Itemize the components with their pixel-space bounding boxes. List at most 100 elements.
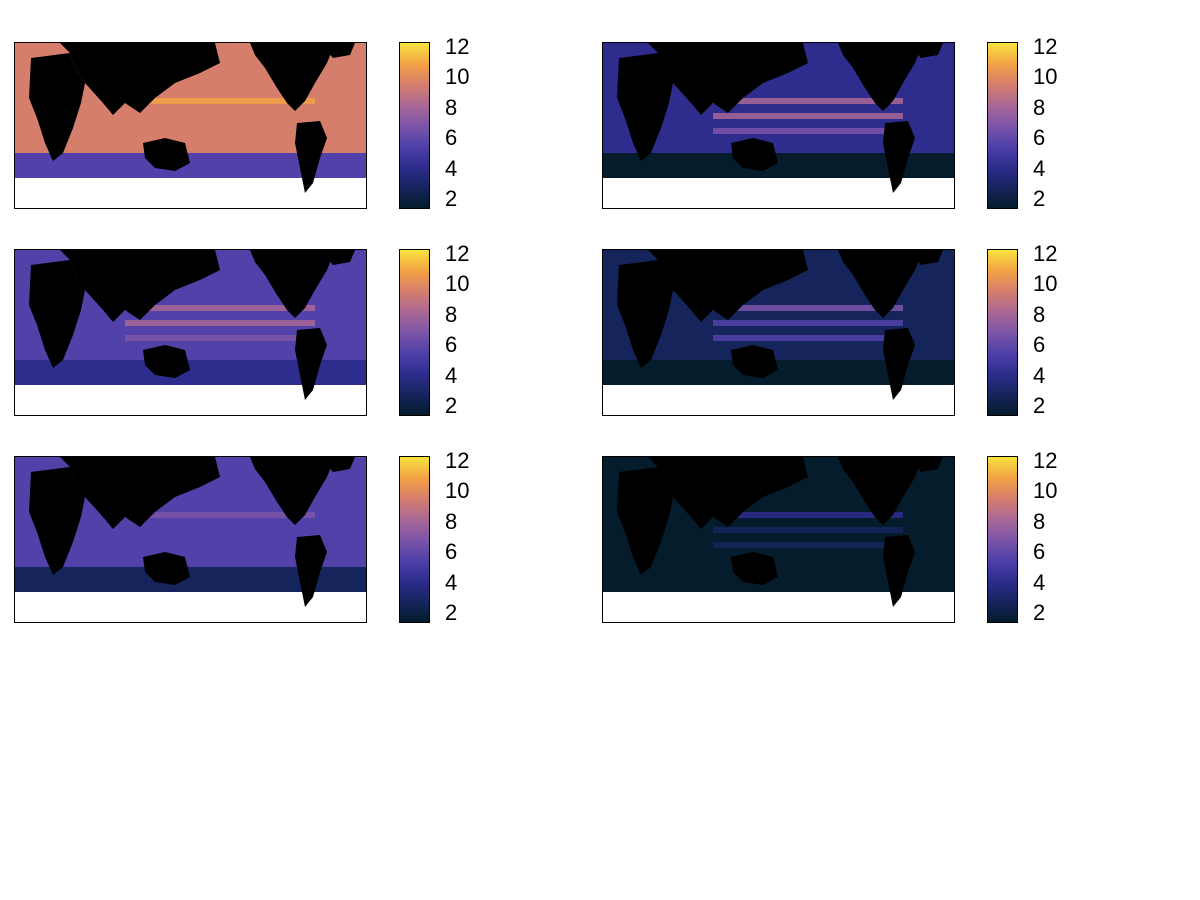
equatorial-band <box>713 98 903 104</box>
landmass <box>617 467 673 575</box>
equatorial-band <box>125 320 315 326</box>
landmass <box>731 345 778 378</box>
landmass <box>250 457 335 525</box>
colorbar-tick-label: 10 <box>1033 64 1058 89</box>
landmass <box>908 43 943 58</box>
antarctica <box>15 612 366 622</box>
map-svg <box>603 250 954 415</box>
antarctica <box>603 612 954 622</box>
map-svg <box>15 43 366 208</box>
equatorial-band <box>713 128 903 134</box>
colorbar-tick-label: 10 <box>445 271 470 296</box>
equatorial-band <box>713 542 903 548</box>
antarctica <box>15 198 366 208</box>
landmass <box>320 250 355 265</box>
map-panel-5 <box>14 456 367 623</box>
colorbar-tick-label: 2 <box>1033 393 1046 418</box>
landmass <box>908 457 943 472</box>
colorbar <box>399 456 430 623</box>
landmass <box>250 250 335 318</box>
landmass <box>731 138 778 171</box>
colorbar-tick-label: 6 <box>445 539 458 564</box>
colorbar-tick-label: 8 <box>1033 95 1046 120</box>
colorbar-tick-label: 4 <box>1033 570 1046 595</box>
map-panel-6 <box>602 456 955 623</box>
colorbar <box>987 249 1018 416</box>
landmass <box>648 43 808 115</box>
landmass <box>143 345 190 378</box>
equatorial-band <box>125 98 315 104</box>
equatorial-band <box>125 305 315 311</box>
colorbar-tick-label: 4 <box>1033 363 1046 388</box>
equatorial-band <box>125 512 315 518</box>
map-panel-1 <box>14 42 367 209</box>
landmass <box>731 552 778 585</box>
antarctica <box>603 198 954 208</box>
landmass <box>60 457 220 529</box>
colorbar-tick-label: 2 <box>1033 600 1046 625</box>
equatorial-band <box>713 305 903 311</box>
colorbar-tick-label: 12 <box>445 448 470 473</box>
equatorial-band <box>713 335 903 341</box>
colorbar-tick-label: 8 <box>445 302 458 327</box>
antarctica <box>603 405 954 415</box>
colorbar-tick-label: 10 <box>1033 271 1058 296</box>
landmass <box>60 250 220 322</box>
map-svg <box>603 43 954 208</box>
landmass <box>320 43 355 58</box>
landmass <box>320 457 355 472</box>
landmass <box>250 43 335 111</box>
landmass <box>29 260 85 368</box>
colorbar-tick-label: 2 <box>445 600 458 625</box>
colorbar-tick-label: 10 <box>445 478 470 503</box>
colorbar-tick-label: 12 <box>445 241 470 266</box>
landmass <box>617 260 673 368</box>
map-panel-4 <box>602 249 955 416</box>
equatorial-band <box>713 113 903 119</box>
colorbar-tick-label: 10 <box>1033 478 1058 503</box>
colorbar <box>987 456 1018 623</box>
map-svg <box>15 250 366 415</box>
equatorial-band <box>713 512 903 518</box>
colorbar <box>987 42 1018 209</box>
landmass <box>908 250 943 265</box>
equatorial-band <box>713 527 903 533</box>
landmass <box>60 43 220 115</box>
landmass <box>143 138 190 171</box>
equatorial-band <box>125 527 315 533</box>
antarctica <box>15 405 366 415</box>
landmass <box>883 121 915 193</box>
landmass <box>295 328 327 400</box>
equatorial-band <box>125 128 315 134</box>
equatorial-band <box>125 335 315 341</box>
colorbar <box>399 249 430 416</box>
map-panel-3 <box>14 249 367 416</box>
colorbar-tick-label: 2 <box>445 393 458 418</box>
colorbar <box>399 42 430 209</box>
landmass <box>295 535 327 607</box>
landmass <box>648 457 808 529</box>
colorbar-tick-label: 4 <box>1033 156 1046 181</box>
landmass <box>838 250 923 318</box>
landmass <box>617 53 673 161</box>
colorbar-tick-label: 12 <box>1033 241 1058 266</box>
landmass <box>143 552 190 585</box>
landmass <box>838 457 923 525</box>
colorbar-tick-label: 12 <box>1033 448 1058 473</box>
colorbar-tick-label: 8 <box>1033 302 1046 327</box>
colorbar-tick-label: 4 <box>445 363 458 388</box>
landmass <box>883 535 915 607</box>
colorbar-tick-label: 10 <box>445 64 470 89</box>
landmass <box>29 53 85 161</box>
map-svg <box>15 457 366 622</box>
colorbar-tick-label: 2 <box>445 186 458 211</box>
colorbar-tick-label: 4 <box>445 156 458 181</box>
colorbar-tick-label: 12 <box>445 34 470 59</box>
landmass <box>29 467 85 575</box>
equatorial-band <box>713 320 903 326</box>
map-svg <box>603 457 954 622</box>
colorbar-tick-label: 6 <box>445 332 458 357</box>
landmass <box>295 121 327 193</box>
colorbar-tick-label: 6 <box>1033 539 1046 564</box>
landmass <box>838 43 923 111</box>
